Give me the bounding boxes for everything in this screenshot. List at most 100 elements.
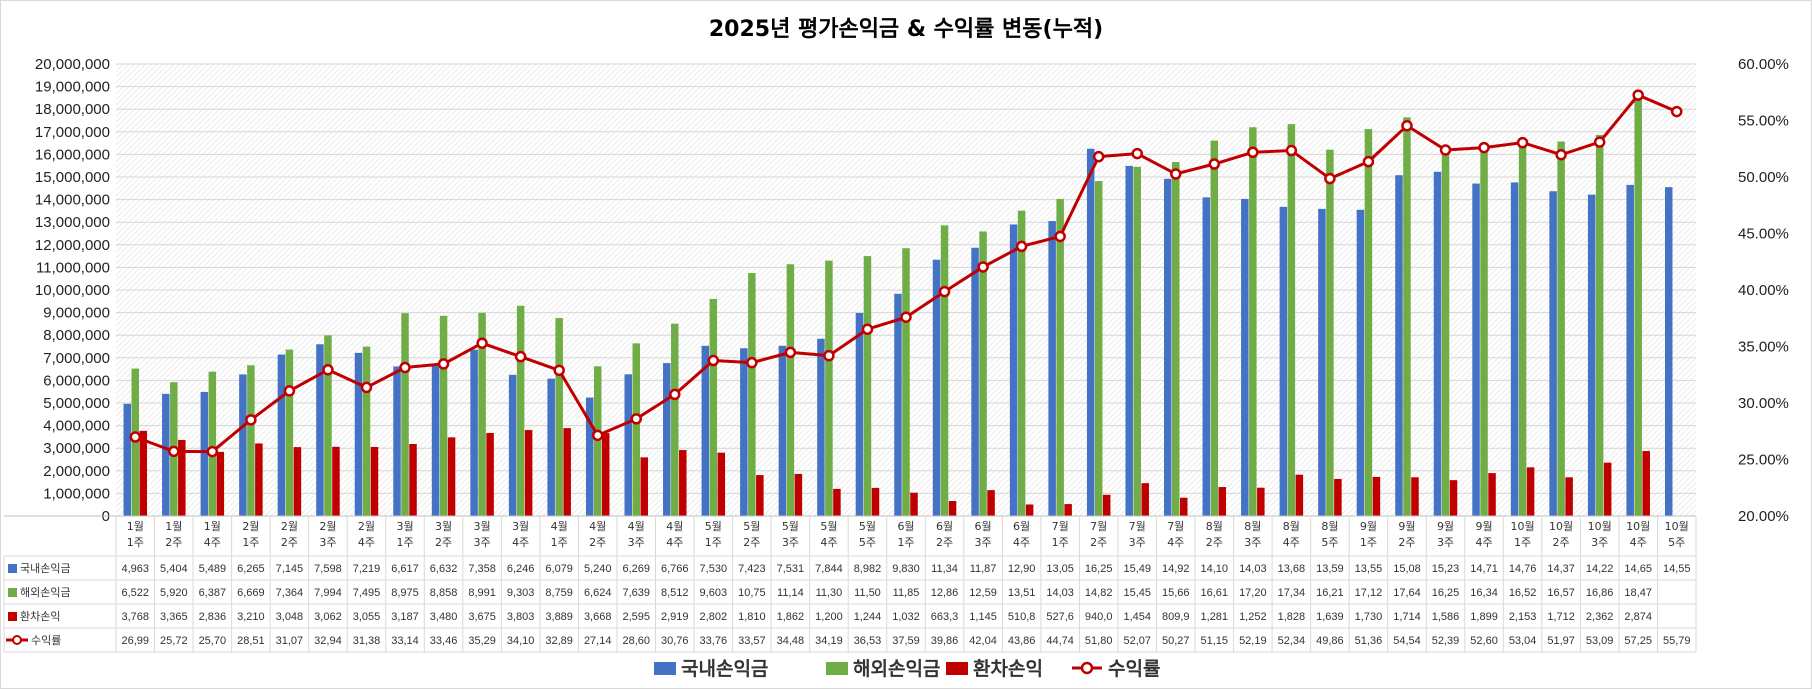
table-cell: 14,65 xyxy=(1624,563,1652,575)
x-tick-week: 4주 xyxy=(666,536,683,549)
legend: 국내손익금 해외손익금 환차손익 수익률 xyxy=(654,658,1160,680)
return-point xyxy=(1015,240,1028,253)
bar-국내손익금 xyxy=(239,374,247,516)
table-cell: 809,9 xyxy=(1162,611,1190,623)
table-cell: 51,36 xyxy=(1355,635,1383,647)
legend-label: 해외손익금 xyxy=(853,658,940,680)
return-point xyxy=(245,414,257,426)
bar-환차손익 xyxy=(1334,478,1342,516)
table-cell: 14,71 xyxy=(1470,563,1498,575)
bar-국내손익금 xyxy=(1009,224,1018,516)
bar-해외손익금 xyxy=(1518,142,1527,516)
bar-환차손익 xyxy=(524,430,533,516)
table-cell: 7,639 xyxy=(622,587,650,599)
bar-환차손익 xyxy=(987,490,995,516)
table-cell: 3,768 xyxy=(122,611,150,623)
table-cell: 52,07 xyxy=(1123,635,1151,647)
table-cell: 8,991 xyxy=(468,587,496,599)
table-cell: 5,240 xyxy=(584,563,612,575)
table-row-label: 해외손익금 xyxy=(20,585,71,599)
table-key-해외손익금 xyxy=(8,588,17,597)
table-cell: 1,145 xyxy=(969,611,997,623)
table-cell: 11,34 xyxy=(931,563,958,575)
table-cell: 510,8 xyxy=(1008,611,1036,623)
table-cell: 7,145 xyxy=(276,563,304,575)
table-cell: 28,51 xyxy=(237,635,265,647)
table-cell: 52,39 xyxy=(1432,635,1460,647)
table-row-label: 환차손익 xyxy=(20,610,60,623)
table-cell: 15,49 xyxy=(1123,563,1151,575)
table-cell: 4,963 xyxy=(122,563,150,575)
x-tick-month: 2월 xyxy=(358,520,375,533)
bar-해외손익금 xyxy=(940,225,949,516)
table-cell: 7,531 xyxy=(777,563,805,575)
bar-국내손익금 xyxy=(1433,171,1442,516)
return-point xyxy=(129,431,142,443)
bar-환차손익 xyxy=(1102,494,1111,516)
bar-해외손익금 xyxy=(1017,210,1026,516)
table-cell: 7,495 xyxy=(353,587,381,599)
table-cell: 7,844 xyxy=(815,563,843,575)
bar-해외손익금 xyxy=(863,256,872,516)
return-point xyxy=(514,350,527,363)
table-cell: 51,97 xyxy=(1547,635,1575,647)
table-cell: 37,59 xyxy=(892,635,920,647)
x-tick-month: 7월 xyxy=(1167,520,1184,533)
return-point xyxy=(1555,148,1567,161)
x-tick-week: 1주 xyxy=(127,536,144,549)
bar-해외손익금 xyxy=(1634,98,1642,516)
table-cell: 11,85 xyxy=(893,587,920,599)
return-point xyxy=(938,285,951,298)
return-point xyxy=(746,356,758,369)
x-tick-month: 6월 xyxy=(936,520,953,533)
x-tick-week: 5주 xyxy=(859,536,876,549)
left-tick-label: 7,000,000 xyxy=(43,350,110,367)
return-point xyxy=(1054,230,1066,243)
x-tick-week: 1주 xyxy=(897,536,914,549)
x-tick-month: 10월 xyxy=(1549,520,1573,533)
left-tick-label: 6,000,000 xyxy=(43,372,110,389)
table-cell: 14,55 xyxy=(1663,563,1691,575)
x-tick-week: 2주 xyxy=(435,536,452,549)
return-point xyxy=(399,361,411,374)
table-cell: 8,512 xyxy=(661,587,689,599)
table-cell: 18,47 xyxy=(1624,587,1652,599)
x-tick-week: 3주 xyxy=(1244,536,1261,549)
table-cell: 527,6 xyxy=(1046,611,1074,623)
legend-label: 환차손익 xyxy=(973,658,1043,680)
return-point xyxy=(322,364,334,376)
x-tick-month: 10월 xyxy=(1626,520,1650,533)
table-cell: 16,86 xyxy=(1586,587,1614,599)
bar-해외손익금 xyxy=(825,260,833,516)
left-tick-label: 2,000,000 xyxy=(43,463,110,480)
table-cell: 12,90 xyxy=(1008,563,1036,575)
x-tick-month: 5월 xyxy=(705,520,722,533)
x-tick-week: 3주 xyxy=(319,536,336,549)
bar-국내손익금 xyxy=(817,338,825,516)
table-cell: 9,303 xyxy=(507,587,535,599)
return-point xyxy=(283,385,296,397)
bar-해외손익금 xyxy=(1249,127,1257,516)
bar-환차손익 xyxy=(1411,477,1419,516)
left-tick-label: 19,000,000 xyxy=(35,79,110,96)
x-tick-week: 3주 xyxy=(782,536,799,549)
table-cell: 2,874 xyxy=(1624,611,1652,623)
return-point xyxy=(1170,168,1182,180)
bar-환차손익 xyxy=(255,443,263,516)
x-tick-month: 4월 xyxy=(666,520,683,533)
legend-key-국내손익금 xyxy=(654,662,676,675)
table-cell: 8,982 xyxy=(854,563,882,575)
bar-국내손익금 xyxy=(277,354,286,516)
x-tick-month: 1월 xyxy=(165,520,182,533)
legend-label: 국내손익금 xyxy=(681,658,768,680)
bar-환차손익 xyxy=(1025,504,1034,516)
table-row-label: 수익률 xyxy=(31,634,61,647)
left-tick-label: 4,000,000 xyxy=(43,418,110,435)
table-cell: 1,712 xyxy=(1547,611,1575,623)
bar-국내손익금 xyxy=(1626,184,1634,516)
x-tick-month: 2월 xyxy=(281,520,298,533)
bar-국내손익금 xyxy=(855,313,864,516)
return-point xyxy=(977,261,989,273)
x-tick-month: 6월 xyxy=(1013,520,1030,533)
